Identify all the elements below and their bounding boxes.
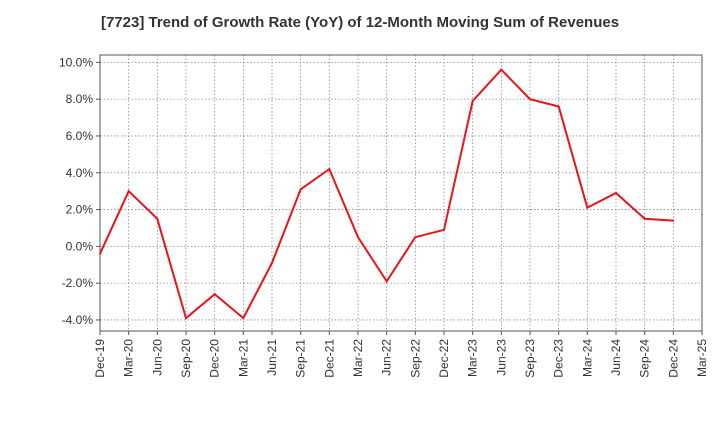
- data-point: [557, 105, 560, 108]
- data-point: [299, 188, 302, 191]
- data-point: [643, 217, 646, 220]
- x-tick-label: Dec-24: [666, 339, 680, 378]
- x-tick-label: Mar-23: [466, 339, 480, 377]
- data-point: [385, 280, 388, 283]
- x-tick-label: Dec-22: [437, 339, 451, 378]
- y-axis-ticks: 10.0% 8.0% 6.0% 4.0% 2.0% 0.0% -2.0% -4.0%: [59, 55, 100, 327]
- data-point: [471, 100, 474, 102]
- data-point: [529, 98, 531, 101]
- x-tick-label: Jun-24: [609, 339, 623, 376]
- data-point: [213, 293, 216, 296]
- plot-area: [99, 54, 703, 332]
- data-point: [271, 261, 273, 264]
- x-tick-label: Jun-20: [150, 339, 164, 376]
- x-tick-label: Mar-25: [695, 339, 709, 377]
- y-tick-label: -2.0%: [62, 276, 94, 290]
- x-tick-label: Mar-22: [351, 339, 365, 377]
- data-point: [414, 236, 417, 239]
- x-tick-label: Dec-20: [208, 339, 222, 378]
- data-point: [500, 68, 503, 71]
- chart-title: [7723] Trend of Growth Rate (YoY) of 12-…: [100, 14, 620, 31]
- y-tick-label: 8.0%: [66, 92, 94, 106]
- data-point: [615, 192, 617, 194]
- y-tick-label: 0.0%: [66, 239, 94, 253]
- x-tick-label: Mar-24: [580, 339, 594, 377]
- y-tick-label: 4.0%: [66, 166, 94, 180]
- x-tick-label: Sep-24: [638, 339, 652, 378]
- x-tick-label: Sep-21: [294, 339, 308, 378]
- x-tick-label: Sep-22: [408, 339, 422, 378]
- x-tick-label: Dec-21: [322, 339, 336, 378]
- x-tick-label: Jun-23: [494, 339, 508, 376]
- data-point: [443, 228, 445, 231]
- data-point: [127, 190, 130, 193]
- x-tick-label: Jun-22: [380, 339, 394, 376]
- data-point: [242, 317, 245, 320]
- data-point: [99, 252, 101, 255]
- data-point: [357, 236, 359, 239]
- x-tick-label: Dec-19: [93, 339, 107, 378]
- data-point: [328, 168, 331, 171]
- x-tick-label: Jun-21: [265, 339, 279, 376]
- data-point: [672, 219, 675, 222]
- x-tick-label: Dec-23: [552, 339, 566, 378]
- data-point: [185, 317, 187, 320]
- grid-lines: [100, 55, 702, 331]
- y-tick-label: 2.0%: [66, 203, 94, 217]
- y-tick-label: 6.0%: [66, 129, 94, 143]
- x-tick-label: Sep-20: [179, 339, 193, 378]
- data-point: [156, 217, 159, 220]
- x-tick-label: Sep-23: [523, 339, 537, 378]
- x-tick-label: Mar-21: [236, 339, 250, 377]
- y-tick-label: 10.0%: [59, 55, 93, 69]
- data-point: [586, 206, 589, 209]
- x-axis-ticks: Dec-19 Mar-20 Jun-20 Sep-20 Dec-20 Mar-21 Jun-…: [93, 331, 709, 378]
- x-tick-label: Mar-20: [122, 339, 136, 377]
- series-layer: [99, 68, 675, 320]
- y-tick-label: -4.0%: [62, 313, 94, 327]
